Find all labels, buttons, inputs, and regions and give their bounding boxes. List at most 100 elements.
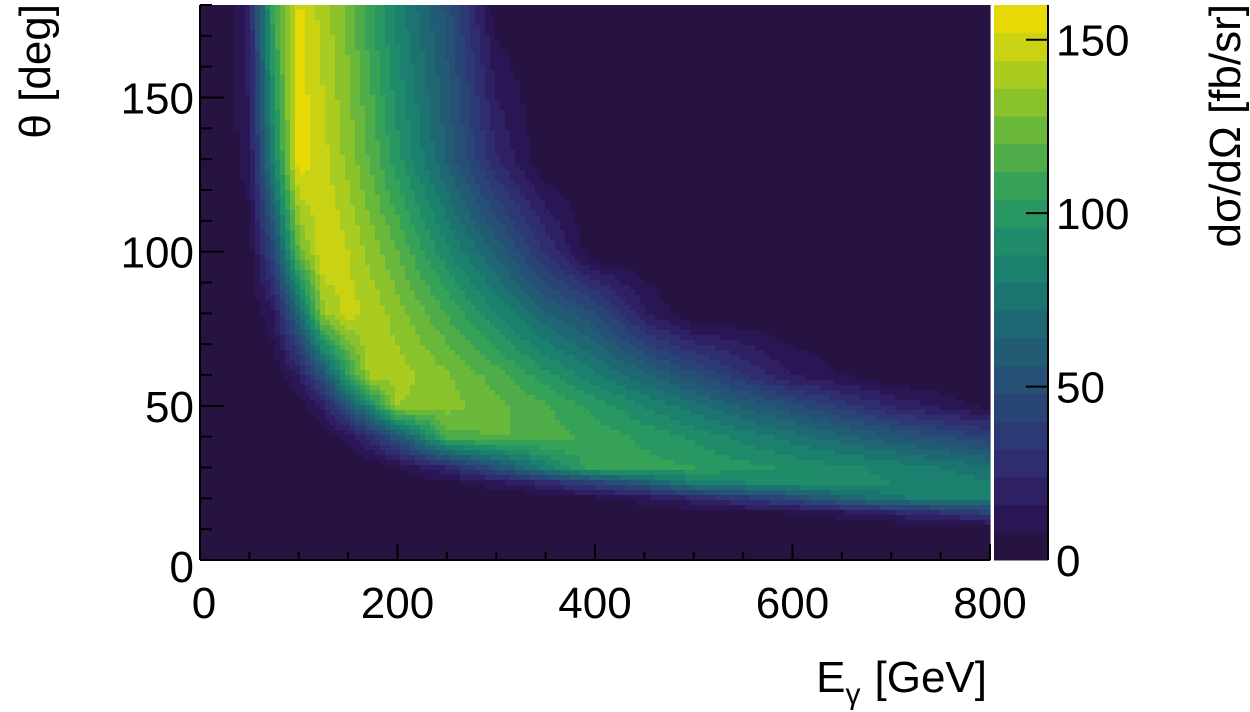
heatmap-cell [330, 25, 336, 31]
heatmap-cell [450, 95, 456, 101]
heatmap-cell [380, 80, 386, 86]
heatmap-cell [760, 125, 766, 131]
heatmap-cell [205, 120, 211, 126]
heatmap-cell [340, 95, 346, 101]
heatmap-cell [780, 45, 786, 51]
heatmap-cell [285, 160, 291, 166]
heatmap-cell [495, 140, 501, 146]
heatmap-cell [315, 15, 321, 21]
heatmap-cell [785, 145, 791, 151]
heatmap-cell [635, 120, 641, 126]
heatmap-cell [795, 75, 801, 81]
heatmap-cell [900, 140, 906, 146]
heatmap-cell [905, 150, 911, 156]
heatmap-cell [245, 20, 251, 26]
heatmap-cell [305, 145, 311, 151]
heatmap-cell [750, 55, 756, 61]
heatmap-cell [940, 50, 946, 56]
heatmap-cell [695, 140, 701, 146]
heatmap-cell [680, 145, 686, 151]
heatmap-cell [340, 25, 346, 31]
heatmap-cell [985, 135, 991, 141]
heatmap-cell [500, 135, 506, 141]
heatmap-cell [900, 95, 906, 101]
heatmap-cell [935, 115, 941, 121]
heatmap-cell [355, 100, 361, 106]
heatmap-cell [825, 70, 831, 76]
heatmap-cell [955, 120, 961, 126]
heatmap-cell [770, 95, 776, 101]
heatmap-cell [325, 15, 331, 21]
heatmap-cell [615, 135, 621, 141]
heatmap-cell [315, 150, 321, 156]
heatmap-cell [505, 140, 511, 146]
heatmap-cell [440, 60, 446, 66]
heatmap-cell [835, 85, 841, 91]
heatmap-cell [805, 20, 811, 26]
heatmap-cell [670, 55, 676, 61]
heatmap-cell [825, 105, 831, 111]
heatmap-cell [900, 135, 906, 141]
heatmap-cell [400, 160, 406, 166]
heatmap-cell [600, 10, 606, 16]
heatmap-cell [255, 140, 261, 146]
heatmap-cell [770, 30, 776, 36]
heatmap-cell [880, 85, 886, 91]
heatmap-cell [515, 10, 521, 16]
heatmap-cell [700, 45, 706, 51]
heatmap-cell [770, 120, 776, 126]
heatmap-cell [250, 25, 256, 31]
heatmap-cell [850, 100, 856, 106]
heatmap-cell [915, 70, 921, 76]
heatmap-cell [430, 150, 436, 156]
heatmap-cell [510, 40, 516, 46]
heatmap-cell [520, 115, 526, 121]
heatmap-cell [880, 75, 886, 81]
heatmap-cell [905, 80, 911, 86]
heatmap-cell [390, 100, 396, 106]
heatmap-cell [330, 40, 336, 46]
heatmap-cell [505, 60, 511, 66]
heatmap-cell [280, 75, 286, 81]
heatmap-cell [810, 5, 816, 11]
heatmap-cell [810, 25, 816, 31]
heatmap-cell [900, 100, 906, 106]
heatmap-cell [535, 135, 541, 141]
heatmap-cell [230, 80, 236, 86]
heatmap-cell [600, 25, 606, 31]
heatmap-cell [640, 45, 646, 51]
heatmap-cell [670, 70, 676, 76]
heatmap-cell [530, 10, 536, 16]
heatmap-cell [855, 70, 861, 76]
heatmap-cell [495, 135, 501, 141]
heatmap-cell [840, 60, 846, 66]
heatmap-cell [740, 10, 746, 16]
heatmap-cell [585, 55, 591, 61]
heatmap-cell [405, 120, 411, 126]
heatmap-cell [650, 120, 656, 126]
heatmap-cell [570, 80, 576, 86]
heatmap-cell [905, 130, 911, 136]
heatmap-cell [305, 25, 311, 31]
heatmap-cell [820, 30, 826, 36]
heatmap-cell [935, 135, 941, 141]
heatmap-cell [400, 90, 406, 96]
heatmap-cell [625, 10, 631, 16]
heatmap-cell [715, 55, 721, 61]
heatmap-cell [230, 105, 236, 111]
heatmap-cell [870, 30, 876, 36]
heatmap-cell [600, 70, 606, 76]
heatmap-cell [490, 80, 496, 86]
heatmap-cell [985, 125, 991, 131]
heatmap-cell [680, 115, 686, 121]
heatmap-cell [265, 120, 271, 126]
heatmap-cell [810, 10, 816, 16]
heatmap-cell [605, 125, 611, 131]
heatmap-cell [905, 120, 911, 126]
heatmap-cell [585, 5, 591, 11]
heatmap-cell [230, 110, 236, 116]
heatmap-cell [775, 120, 781, 126]
heatmap-cell [925, 70, 931, 76]
heatmap-cell [525, 65, 531, 71]
heatmap-cell [975, 95, 981, 101]
